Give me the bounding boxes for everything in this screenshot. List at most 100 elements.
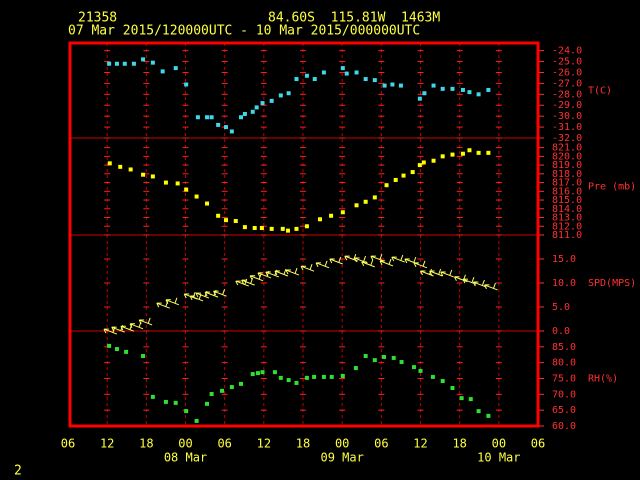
- data-point: [173, 66, 178, 71]
- data-point: [216, 122, 221, 127]
- data-point: [223, 125, 228, 130]
- data-point: [238, 381, 243, 386]
- data-point: [285, 228, 290, 233]
- data-point: [340, 210, 345, 215]
- data-point: [150, 394, 155, 399]
- y-tick-label: 816.0: [552, 186, 582, 197]
- x-tick-label: 12: [257, 437, 271, 451]
- page-label: 2: [14, 464, 22, 479]
- data-point: [175, 181, 180, 186]
- data-point: [467, 148, 472, 153]
- data-point: [312, 77, 317, 82]
- data-point: [141, 57, 146, 62]
- data-point: [398, 83, 403, 88]
- y-tick-label: -29.0: [552, 100, 582, 111]
- data-point: [410, 170, 415, 175]
- data-point: [242, 225, 247, 230]
- data-point: [114, 347, 119, 352]
- data-point: [486, 150, 491, 155]
- data-point: [440, 379, 445, 384]
- data-point: [278, 375, 283, 380]
- data-point: [124, 349, 129, 354]
- data-point: [353, 366, 358, 371]
- data-point: [250, 109, 255, 114]
- y-tick-label: 812.0: [552, 221, 582, 232]
- wind-barb: [370, 253, 385, 262]
- y-tick-label: 817.0: [552, 178, 582, 189]
- y-tick-label: -30.0: [552, 111, 582, 122]
- data-point: [118, 164, 123, 169]
- data-point: [417, 96, 422, 101]
- wind-barb: [404, 256, 419, 265]
- wind-barb: [391, 254, 405, 263]
- data-point: [184, 187, 189, 192]
- data-point: [393, 177, 398, 182]
- data-point: [163, 180, 168, 185]
- y-tick-label: 811.0: [552, 230, 582, 241]
- data-point: [294, 380, 299, 385]
- wind-barb: [156, 300, 170, 309]
- data-point: [422, 91, 427, 96]
- data-point: [278, 93, 283, 98]
- data-point: [205, 115, 210, 120]
- data-point: [259, 226, 264, 231]
- wind-barb: [235, 278, 249, 287]
- y-tick-label: 813.0: [552, 213, 582, 224]
- y-axis-label: SPD(MPS): [588, 278, 636, 289]
- wind-barb: [344, 253, 358, 262]
- data-point: [269, 98, 274, 103]
- data-point: [363, 354, 368, 359]
- wind-barb: [462, 276, 477, 285]
- data-point: [238, 115, 243, 120]
- frame: [68, 41, 540, 428]
- wind-barb: [195, 290, 210, 299]
- data-point: [260, 101, 265, 106]
- data-point: [173, 400, 178, 405]
- y-tick-label: 814.0: [552, 204, 582, 215]
- data-point: [418, 368, 423, 373]
- wind-barb: [379, 258, 394, 267]
- data-point: [363, 199, 368, 204]
- x-tick-label: 06: [531, 437, 545, 451]
- data-point: [312, 374, 317, 379]
- y-tick-label: -31.0: [552, 122, 582, 133]
- data-point: [390, 82, 395, 87]
- data-point: [194, 194, 199, 199]
- data-point: [220, 388, 225, 393]
- station-location: 84.60S 115.81W 1463M: [268, 11, 440, 26]
- data-point: [329, 374, 334, 379]
- y-tick-label: -28.0: [552, 89, 582, 100]
- wind-barb: [265, 269, 279, 278]
- data-point: [340, 66, 345, 71]
- data-point: [467, 90, 472, 95]
- wind-barb: [329, 256, 343, 265]
- data-point: [329, 213, 334, 218]
- data-point: [401, 173, 406, 178]
- data-point: [354, 203, 359, 208]
- data-point: [294, 77, 299, 82]
- wind-barb: [420, 268, 434, 277]
- y-tick-label: -27.0: [552, 78, 582, 89]
- station-id: 21358: [78, 11, 117, 26]
- data-point: [195, 115, 200, 120]
- wind-barb: [213, 288, 227, 297]
- wind-barb: [165, 297, 180, 306]
- y-tick-label: -25.0: [552, 57, 582, 68]
- data-point: [431, 83, 436, 88]
- data-point: [304, 73, 309, 78]
- data-point: [382, 83, 387, 88]
- y-tick-label: -32.0: [552, 133, 582, 144]
- y-tick-label: 75.0: [552, 374, 576, 385]
- data-point: [250, 372, 255, 377]
- data-point: [430, 374, 435, 379]
- wind-barb: [120, 324, 135, 332]
- y-tick-label: -26.0: [552, 67, 582, 78]
- day-label: 10 Mar: [477, 451, 520, 465]
- wind-barb: [249, 273, 264, 282]
- data-point: [128, 167, 133, 172]
- data-point: [321, 70, 326, 75]
- data-point: [460, 151, 465, 156]
- data-point: [223, 218, 228, 223]
- data-point: [344, 71, 349, 76]
